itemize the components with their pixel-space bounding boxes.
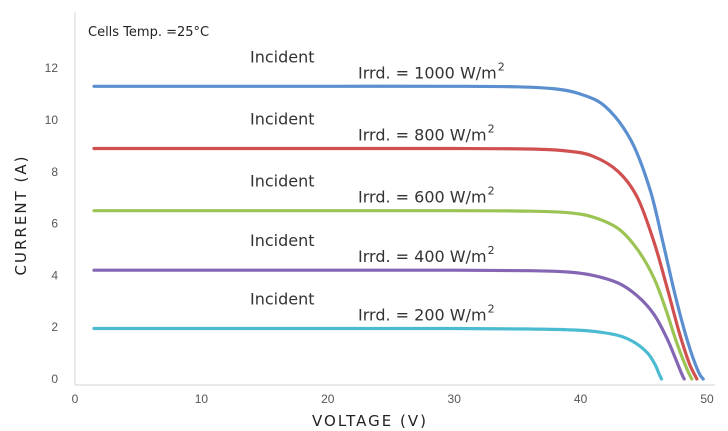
x-tick-label: 30 — [448, 392, 462, 406]
x-tick-label: 50 — [700, 392, 714, 406]
y-tick-label: 12 — [45, 61, 59, 75]
irradiance-label: Irrd. = 1000 W/m — [358, 63, 497, 82]
y-tick-label: 2 — [51, 320, 58, 334]
y-tick-labels: 0 2 4 6 8 10 12 — [45, 61, 59, 386]
incident-label: Incident — [250, 47, 315, 66]
iv-curve-line — [92, 84, 705, 381]
y-tick-label: 0 — [51, 372, 58, 386]
iv-curves — [92, 84, 705, 381]
x-axis-title: VOLTAGE (V) — [312, 412, 428, 430]
irradiance-label: Irrd. = 400 W/m — [358, 247, 487, 266]
unit-superscript: 2 — [488, 244, 495, 257]
unit-superscript: 2 — [488, 122, 495, 135]
incident-label: Incident — [250, 231, 315, 250]
x-tick-label: 0 — [72, 392, 79, 406]
y-axis-title: CURRENT (A) — [12, 155, 30, 276]
irradiance-label: Irrd. = 200 W/m — [358, 305, 487, 324]
iv-curve-line — [92, 146, 699, 381]
iv-curve-line — [92, 209, 694, 381]
y-tick-label: 8 — [51, 165, 58, 179]
unit-superscript: 2 — [498, 60, 505, 73]
incident-label: Incident — [250, 289, 315, 308]
incident-label: Incident — [250, 109, 315, 128]
x-tick-labels: 0 10 20 30 40 50 — [72, 392, 714, 406]
iv-curve-line — [92, 268, 686, 381]
y-tick-label: 6 — [51, 217, 58, 231]
irradiance-label: Irrd. = 800 W/m — [358, 125, 487, 144]
irradiance-label: Irrd. = 600 W/m — [358, 188, 487, 207]
y-tick-label: 10 — [45, 113, 59, 127]
unit-superscript: 2 — [488, 302, 495, 315]
temperature-note: Cells Temp. =25°C — [88, 25, 209, 40]
iv-curve-line — [92, 326, 664, 381]
x-tick-label: 20 — [321, 392, 335, 406]
x-tick-label: 40 — [574, 392, 588, 406]
unit-superscript: 2 — [488, 185, 495, 198]
incident-label: Incident — [250, 172, 315, 191]
y-tick-label: 4 — [51, 268, 58, 282]
x-tick-label: 10 — [195, 392, 209, 406]
